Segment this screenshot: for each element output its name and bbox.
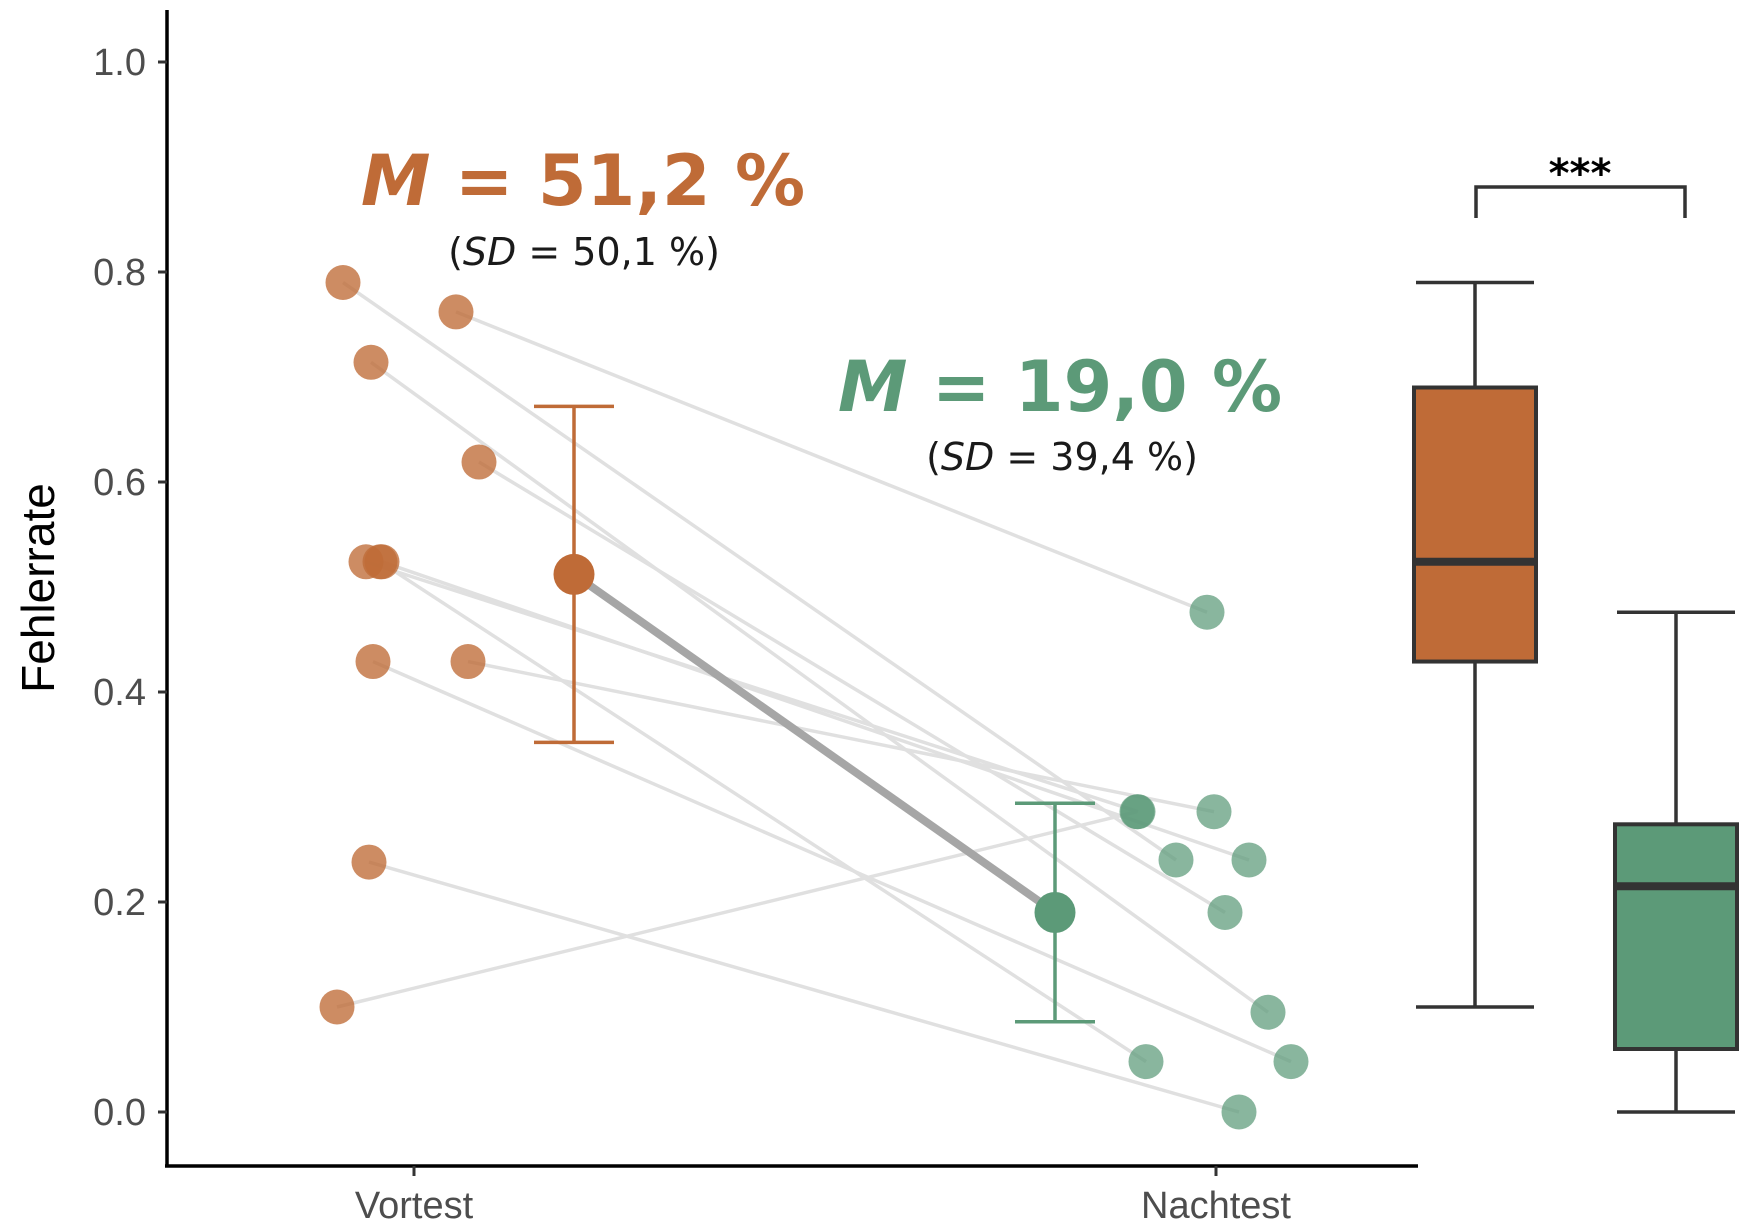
pair-line	[467, 659, 1215, 814]
point-nachtest	[1158, 842, 1194, 878]
sd-symbol: SD	[463, 230, 516, 274]
mean-label-nachtest: M = 19,0 %	[838, 346, 1282, 428]
y-tick-label: 0.4	[93, 672, 146, 714]
point-vortest	[362, 544, 398, 580]
sd-open: (	[448, 230, 463, 274]
pair-line	[336, 809, 1138, 1009]
y-tick-label: 0.8	[93, 252, 146, 294]
point-nachtest	[1231, 842, 1267, 878]
pair-line	[455, 310, 1208, 614]
y-tick-label: 0.6	[93, 462, 146, 504]
pair-lines	[336, 281, 1292, 1114]
mean-symbol: M	[361, 140, 431, 222]
mean-symbol: M	[838, 346, 908, 428]
axes: 0.0 0.2 0.4 0.6 0.8 1.0 Vortest Nachtest Fehle…	[12, 10, 1418, 1227]
pair-line	[369, 360, 1270, 1014]
sd-value: = 50,1 %)	[516, 230, 720, 274]
boxplots	[1412, 280, 1739, 1114]
x-tick-label: Nachtest	[1141, 1185, 1291, 1227]
y-tick-label: 0.0	[93, 1092, 146, 1134]
point-vortest	[438, 294, 474, 330]
pair-line	[381, 560, 1250, 862]
x-ticks: Vortest Nachtest	[355, 1166, 1291, 1227]
significance-bracket-line	[1474, 185, 1687, 218]
point-nachtest	[1119, 794, 1155, 830]
x-tick-label: Vortest	[355, 1185, 474, 1227]
errorbars	[534, 404, 1095, 1024]
mean-label-vortest: M = 51,2 %	[361, 140, 805, 222]
pair-line	[342, 281, 1177, 862]
mean-value: = 19,0 %	[908, 346, 1283, 428]
pair-line	[368, 860, 1240, 1114]
significance-bracket: ***	[1474, 151, 1687, 218]
point-nachtest	[1207, 895, 1243, 930]
mean-point	[553, 553, 595, 595]
data-points	[319, 265, 1309, 1130]
point-nachtest	[1196, 794, 1232, 830]
sd-value: = 39,4 %)	[994, 435, 1198, 479]
sd-label-nachtest: (SD = 39,4 %)	[926, 435, 1198, 479]
sd-symbol: SD	[941, 435, 994, 479]
y-tick-label: 1.0	[93, 42, 146, 84]
significance-label: ***	[1549, 151, 1612, 197]
sd-open: (	[926, 435, 941, 479]
pair-line	[379, 560, 1147, 1064]
y-axis-title: Fehlerrate	[12, 483, 64, 693]
point-vortest	[461, 444, 497, 480]
point-nachtest	[1221, 1094, 1257, 1130]
y-ticks: 0.0 0.2 0.4 0.6 0.8 1.0	[93, 42, 167, 1134]
point-vortest	[325, 265, 361, 300]
point-nachtest	[1189, 594, 1225, 630]
mean-value: = 51,2 %	[431, 140, 806, 222]
point-nachtest	[1273, 1044, 1309, 1080]
box-iqr	[1613, 822, 1739, 1051]
y-tick-label: 0.2	[93, 882, 146, 924]
point-vortest	[353, 344, 389, 380]
annotations: M = 51,2 % (SD = 50,1 %) M = 19,0 % (SD …	[361, 140, 1282, 479]
point-vortest	[319, 989, 355, 1025]
pair-line	[372, 659, 1292, 1064]
mean-connecting-line	[571, 571, 1058, 916]
mean-point	[1034, 892, 1076, 933]
mean-line-layer	[571, 571, 1058, 916]
point-nachtest	[1128, 1044, 1164, 1080]
box-iqr	[1412, 385, 1538, 664]
point-nachtest	[1250, 994, 1286, 1030]
point-vortest	[355, 644, 391, 680]
pair-line	[478, 460, 1226, 914]
sd-label-vortest: (SD = 50,1 %)	[448, 230, 720, 274]
point-vortest	[351, 844, 387, 880]
point-vortest	[450, 644, 486, 680]
